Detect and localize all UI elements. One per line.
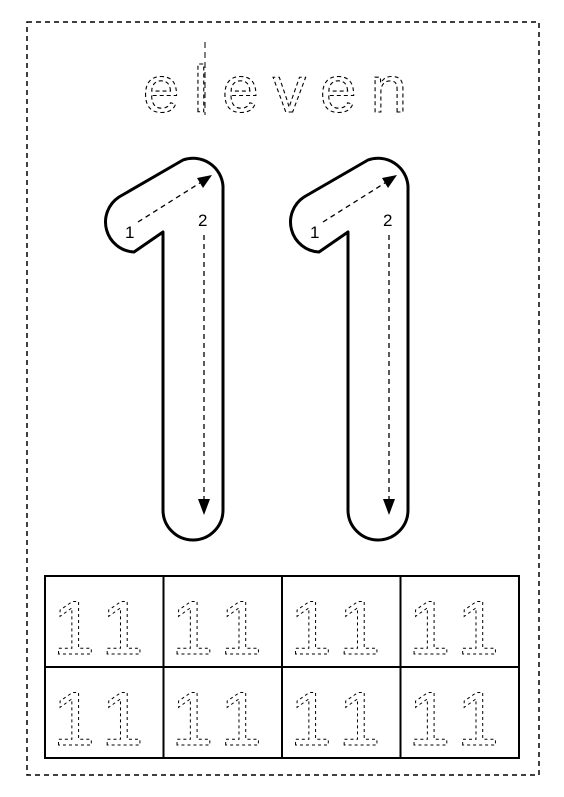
arrow-head-2-left bbox=[198, 499, 210, 515]
big-one-right: 1 2 bbox=[289, 156, 410, 542]
dashed-border bbox=[26, 21, 540, 776]
stroke-number-1-left: 1 bbox=[125, 223, 134, 242]
stroke-number-1-right: 1 bbox=[310, 223, 319, 242]
practice-numeral-trace[interactable]: 11 bbox=[52, 677, 156, 763]
one-outline-right bbox=[289, 156, 410, 542]
practice-numeral-trace[interactable]: 11 bbox=[289, 586, 393, 672]
practice-numeral-trace[interactable]: 11 bbox=[289, 677, 393, 763]
traceable-word[interactable]: eleven bbox=[142, 51, 422, 126]
stroke-number-2-left: 2 bbox=[198, 211, 207, 230]
arrow-head-1-right bbox=[382, 175, 397, 188]
practice-numeral-trace[interactable]: 11 bbox=[171, 586, 274, 672]
big-one-left: 1 2 bbox=[104, 156, 225, 542]
word-trace-group: eleven bbox=[142, 42, 422, 127]
practice-numeral-trace[interactable]: 11 bbox=[408, 586, 511, 672]
arrow-head-1-left bbox=[197, 175, 212, 188]
one-outline-left bbox=[104, 156, 225, 542]
practice-numeral-trace[interactable]: 11 bbox=[408, 677, 511, 763]
stroke-path-1-left bbox=[137, 180, 204, 223]
stroke-path-1-right bbox=[322, 180, 389, 223]
arrow-head-2-right bbox=[383, 499, 395, 515]
practice-numeral-trace[interactable]: 11 bbox=[52, 586, 156, 672]
practice-numeral-trace[interactable]: 11 bbox=[171, 677, 274, 763]
stroke-number-2-right: 2 bbox=[383, 211, 392, 230]
